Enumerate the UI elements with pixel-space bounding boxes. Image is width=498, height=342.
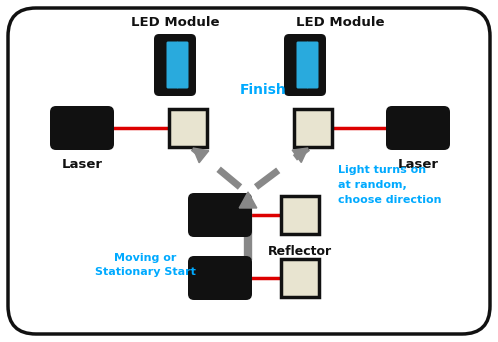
FancyBboxPatch shape [386, 106, 450, 150]
FancyBboxPatch shape [166, 41, 178, 89]
Text: Laser: Laser [61, 158, 103, 171]
FancyBboxPatch shape [50, 106, 114, 150]
FancyBboxPatch shape [306, 41, 319, 89]
Text: Moving or
Stationary Start: Moving or Stationary Start [95, 253, 195, 277]
FancyBboxPatch shape [284, 34, 326, 96]
Text: LED Module: LED Module [131, 15, 219, 28]
FancyBboxPatch shape [296, 41, 308, 89]
Text: Light turns on
at random,
choose direction: Light turns on at random, choose directi… [338, 165, 442, 205]
Text: Laser: Laser [397, 158, 439, 171]
Text: Reflector: Reflector [268, 245, 332, 258]
Polygon shape [292, 148, 308, 162]
FancyBboxPatch shape [154, 34, 196, 96]
FancyBboxPatch shape [176, 41, 189, 89]
FancyBboxPatch shape [294, 109, 332, 147]
FancyBboxPatch shape [188, 193, 252, 237]
Text: Finish: Finish [240, 83, 287, 97]
FancyBboxPatch shape [281, 259, 319, 297]
FancyBboxPatch shape [188, 256, 252, 300]
Text: LED Module: LED Module [296, 15, 384, 28]
FancyBboxPatch shape [169, 109, 207, 147]
FancyBboxPatch shape [281, 196, 319, 234]
Polygon shape [193, 148, 209, 163]
FancyBboxPatch shape [8, 8, 490, 334]
Polygon shape [239, 192, 257, 208]
